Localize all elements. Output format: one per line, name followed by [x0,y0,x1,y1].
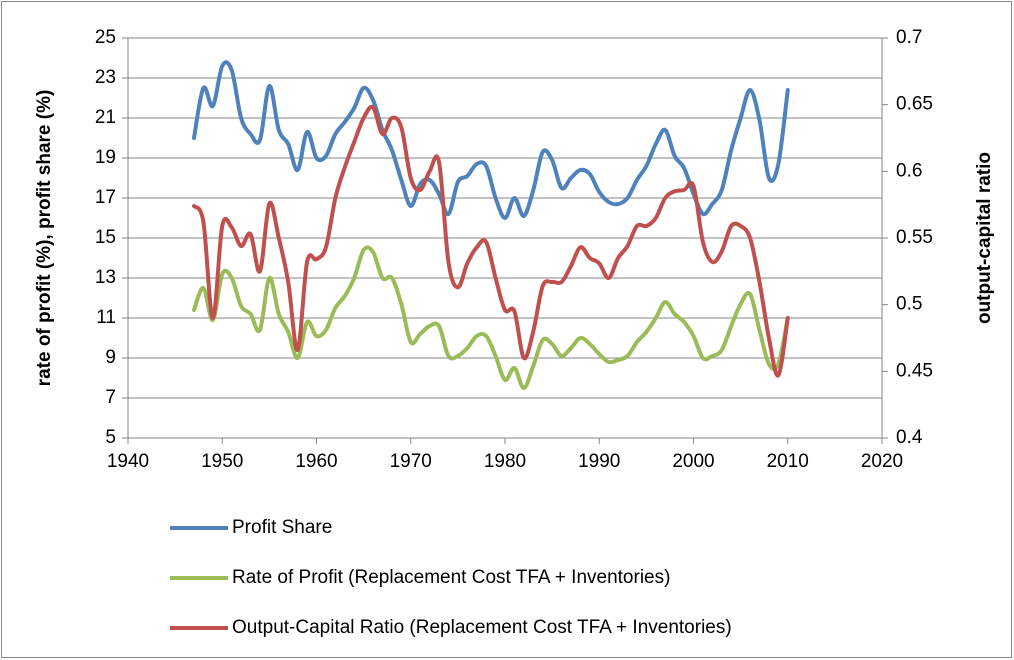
x-tick-label: 2000 [672,451,714,472]
y-tick-label: 11 [96,307,116,328]
y-tick-label: 15 [95,227,116,248]
y-tick-label: 7 [105,387,116,408]
y2-tick-label: 0.4 [896,427,923,448]
y-tick-label: 13 [95,267,116,288]
y-tick-label: 19 [95,147,116,168]
y-axis-title: rate of profit (%), profit share (%) [34,90,55,387]
y-tick-label: 23 [95,67,116,88]
x-tick-label: 2010 [767,451,809,472]
legend-label: Rate of Profit (Replacement Cost TFA + I… [232,567,670,588]
y2-tick-label: 0.7 [896,27,922,48]
x-tick-label: 1960 [295,451,337,472]
y2-tick-label: 0.45 [896,360,933,381]
x-tick-label: 1940 [107,451,149,472]
y-tick-label: 25 [95,27,116,48]
y2-tick-label: 0.55 [896,227,933,248]
y-tick-label: 9 [105,347,116,368]
legend-label: Output-Capital Ratio (Replacement Cost T… [232,617,732,638]
y2-tick-label: 0.65 [896,94,933,115]
y2-tick-label: 0.5 [896,294,922,315]
series-line [191,104,790,378]
series-line [191,245,790,391]
x-tick-label: 1950 [201,451,243,472]
y-tick-label: 17 [95,187,116,208]
x-tick-label: 1970 [390,451,432,472]
x-tick-label: 1980 [484,451,526,472]
y2-tick-label: 0.6 [896,160,922,181]
x-tick-label: 1990 [578,451,620,472]
y-tick-label: 21 [95,107,116,128]
x-tick-label: 2020 [861,451,903,472]
legend-label: Profit Share [232,517,332,538]
y2-axis-title: output-capital ratio [974,152,995,324]
y-tick-label: 5 [105,427,116,448]
